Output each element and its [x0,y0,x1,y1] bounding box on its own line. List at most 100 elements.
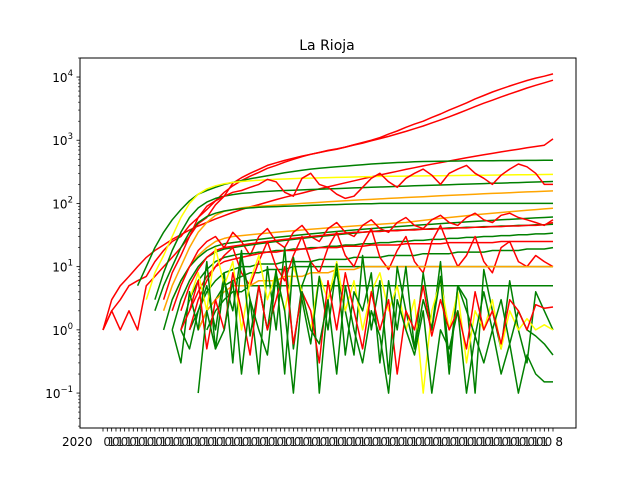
x-tick-label: 1 [480,435,488,449]
x-tick-label: 0 [372,435,380,449]
x-tick-label: 1 [108,435,116,449]
x-tick-label: 1 [298,435,306,449]
x-tick-label: 0 [441,435,449,449]
x-tick-label: 1 [186,435,194,449]
x-tick-label: 0 [294,435,302,449]
x-tick-label: 0 [398,435,406,449]
x-tick-label: 0 [276,435,284,449]
x-tick-label: 0 [424,435,432,449]
x-tick-label: 0 [484,435,492,449]
x-tick-label: 1 [324,435,332,449]
series-line-21 [197,265,553,331]
x-tick-label: 1 [506,435,514,449]
x-tick-label: 0 [536,435,544,449]
x-tick-label: 1 [471,435,479,449]
x-tick-label: 1 [402,435,410,449]
x-tick-label: 1 [116,435,124,449]
series-line-17 [188,246,554,331]
x-tick-label: 1 [168,435,176,449]
x-tick-label: 0 [224,435,232,449]
x-tick-label: 1 [454,435,462,449]
x-tick-label: 1 [333,435,341,449]
x-tick-label: 1 [203,435,211,449]
chart-title: La Rioja [299,38,354,54]
series-line-8 [154,202,553,312]
x-tick-label: 0 [233,435,241,449]
x-tick-label: 1 [307,435,315,449]
x-tick-label: 0 [406,435,414,449]
x-tick-label: 0 [250,435,258,449]
x-tick-label: 0 [138,435,146,449]
x-tick-label: 1 [350,435,358,449]
x-tick-label-first: 2020 [62,435,93,449]
x-tick-label: 0 [415,435,423,449]
x-tick-label: 0 [268,435,276,449]
x-tick-label: 0 [155,435,163,449]
x-tick-label: 0 [493,435,501,449]
x-tick-label: 0 [207,435,215,449]
y-tick-label: 10−1 [45,385,73,401]
x-tick-label: 0 [242,435,250,449]
series-line-26 [197,272,553,394]
x-tick-label: 1 [160,435,168,449]
x-tick-label: 1 [385,435,393,449]
x-tick-label: 0 [346,435,354,449]
x-tick-label: 1 [281,435,289,449]
x-tick-label: 1 [151,435,159,449]
x-tick-label-last: 8 [555,435,563,449]
x-tick-label: 0 [458,435,466,449]
axes-frame [79,57,577,429]
x-tick-label: 0 [389,435,397,449]
series-line-9 [162,163,553,300]
x-tick-label: 1 [272,435,280,449]
x-tick-label: 1 [393,435,401,449]
x-tick-label: 1 [246,435,254,449]
x-tick-label: 1 [540,435,548,449]
x-tick-label: 0 [181,435,189,449]
x-tick-label: 1 [315,435,323,449]
x-tick-label: 0 [311,435,319,449]
x-tick-label: 0 [129,435,137,449]
x-tick-label: 1 [437,435,445,449]
x-tick-label: 0 [112,435,120,449]
x-tick-label: 0 [190,435,198,449]
x-tick-label: 1 [177,435,185,449]
x-tick-label: 0 [380,435,388,449]
x-tick-label: 0 [337,435,345,449]
x-tick-label: 1 [263,435,271,449]
x-tick-label: 1 [125,435,133,449]
series-line-15 [180,232,554,331]
x-tick-label: 0 [216,435,224,449]
x-tick-label: 0 [354,435,362,449]
y-axis: 10−1 100 101 102 103 104 [45,57,80,427]
x-tick-label: 0 [449,435,457,449]
x-tick-label: 1 [359,435,367,449]
x-tick-label: 0 [259,435,267,449]
x-tick-label: 1 [255,435,263,449]
x-tick-label: 1 [488,435,496,449]
x-tick-label: 1 [229,435,237,449]
x-tick-label: 0 [527,435,535,449]
x-tick-label: 0 [432,435,440,449]
x-tick-label: 0 [545,435,553,449]
x-tick-label: 0 [147,435,155,449]
x-tick-label: 1 [514,435,522,449]
x-tick-label: 0 [501,435,509,449]
series-line-4 [136,159,553,287]
x-tick-label: 1 [497,435,505,449]
x-tick-label: 0 [363,435,371,449]
x-tick-label: 1 [142,435,150,449]
x-tick-label: 0 [173,435,181,449]
x-tick-label: 1 [220,435,228,449]
x-tick-label: 1 [376,435,384,449]
series-line-25 [180,265,554,375]
x-tick-label: 1 [532,435,540,449]
y-tick-label: 104 [52,69,73,85]
y-tick-label: 101 [52,259,73,275]
x-tick-label: 1 [523,435,531,449]
x-tick-label: 1 [411,435,419,449]
x-tick-label: 0 [475,435,483,449]
x-tick-label: 0 [103,435,111,449]
x-axis: 2020 010101010101010101010101010101010101… [62,428,563,449]
